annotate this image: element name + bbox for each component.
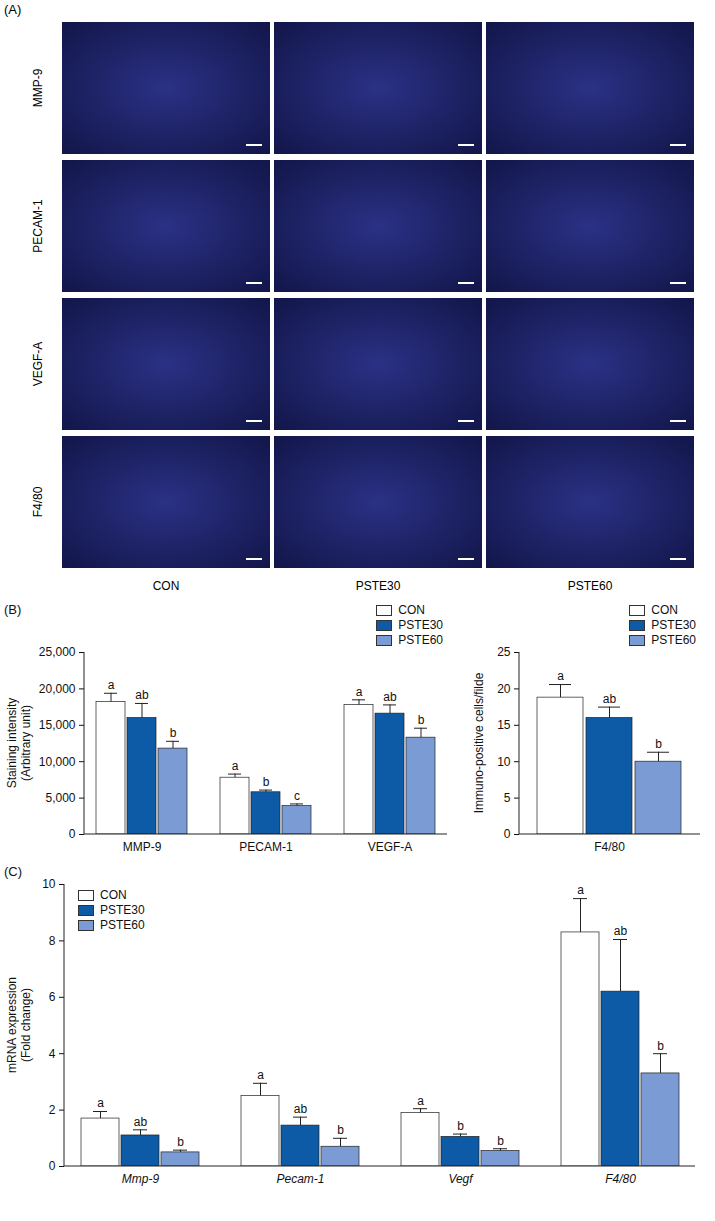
svg-text:b: b: [418, 713, 425, 727]
svg-text:2: 2: [49, 1103, 56, 1117]
html-text:CON: CON: [100, 888, 127, 902]
svg-text:PSTE60: PSTE60: [568, 579, 613, 593]
svg-text:Staining intensity: Staining intensity: [5, 698, 19, 789]
svg-text:8: 8: [49, 934, 56, 948]
svg-text:Immuno-positive cells/filde: Immuno-positive cells/filde: [472, 672, 486, 813]
svg-text:a: a: [97, 1096, 104, 1110]
svg-text:10,000: 10,000: [39, 755, 76, 769]
svg-text:Vegf: Vegf: [448, 1172, 474, 1186]
svg-text:ab: ab: [383, 690, 397, 704]
html-text:PSTE60: PSTE60: [651, 633, 696, 647]
html-text:CON: CON: [398, 603, 425, 617]
svg-text:10: 10: [497, 755, 511, 769]
svg-text:ab: ab: [134, 1115, 148, 1129]
svg-text:b: b: [655, 737, 662, 751]
svg-text:b: b: [263, 775, 270, 789]
svg-text:VEGF-A: VEGF-A: [368, 840, 413, 854]
svg-text:a: a: [108, 678, 115, 692]
svg-text:(Arbitrary unit): (Arbitrary unit): [19, 705, 33, 781]
svg-text:15: 15: [497, 718, 511, 732]
svg-text:F4/80: F4/80: [605, 1172, 636, 1186]
svg-text:20,000: 20,000: [39, 682, 76, 696]
svg-text:10: 10: [42, 877, 56, 891]
svg-text:5: 5: [504, 791, 511, 805]
svg-text:(Fold change): (Fold change): [19, 988, 33, 1062]
html-text:PSTE60: PSTE60: [398, 633, 443, 647]
svg-text:VEGF-A: VEGF-A: [31, 342, 45, 387]
svg-text:mRNA expression: mRNA expression: [5, 977, 19, 1073]
svg-text:25,000: 25,000: [39, 645, 76, 659]
html-text:(B): (B): [4, 602, 22, 617]
svg-text:F4/80: F4/80: [31, 486, 45, 517]
svg-text:a: a: [257, 1068, 264, 1082]
svg-text:b: b: [337, 1123, 344, 1137]
svg-text:ab: ab: [294, 1102, 308, 1116]
svg-text:PECAM-1: PECAM-1: [239, 840, 293, 854]
svg-text:ab: ab: [135, 688, 149, 702]
html-text:PSTE30: PSTE30: [651, 618, 696, 632]
svg-text:4: 4: [49, 1047, 56, 1061]
svg-text:25: 25: [497, 645, 511, 659]
svg-text:b: b: [457, 1119, 464, 1133]
svg-text:Mmp-9: Mmp-9: [122, 1172, 160, 1186]
svg-text:6: 6: [49, 990, 56, 1004]
svg-text:0: 0: [49, 1159, 56, 1173]
svg-text:a: a: [232, 759, 239, 773]
svg-text:b: b: [657, 1039, 664, 1053]
svg-text:ab: ab: [614, 924, 628, 938]
html-text:PSTE30: PSTE30: [100, 903, 145, 917]
svg-text:MMP-9: MMP-9: [123, 840, 162, 854]
svg-text:(A): (A): [4, 2, 21, 17]
svg-text:a: a: [557, 669, 564, 683]
svg-text:15,000: 15,000: [39, 718, 76, 732]
svg-text:PECAM-1: PECAM-1: [31, 199, 45, 253]
html-text:PSTE30: PSTE30: [398, 618, 443, 632]
svg-text:b: b: [177, 1135, 184, 1149]
svg-text:MMP-9: MMP-9: [31, 68, 45, 107]
svg-text:b: b: [170, 726, 177, 740]
svg-text:a: a: [356, 685, 363, 699]
svg-text:Pecam-1: Pecam-1: [276, 1172, 324, 1186]
svg-text:ab: ab: [603, 692, 617, 706]
html-text:PSTE60: PSTE60: [100, 918, 145, 932]
svg-text:PSTE30: PSTE30: [356, 579, 401, 593]
svg-text:a: a: [417, 1094, 424, 1108]
svg-text:CON: CON: [153, 579, 180, 593]
svg-text:F4/80: F4/80: [594, 840, 625, 854]
svg-text:0: 0: [69, 827, 76, 841]
svg-text:b: b: [497, 1134, 504, 1148]
html-text:CON: CON: [651, 603, 678, 617]
svg-text:20: 20: [497, 682, 511, 696]
svg-text:5,000: 5,000: [45, 791, 75, 805]
svg-text:0: 0: [504, 827, 511, 841]
svg-text:a: a: [577, 883, 584, 897]
html-text:(C): (C): [4, 864, 22, 879]
svg-text:c: c: [294, 789, 300, 803]
